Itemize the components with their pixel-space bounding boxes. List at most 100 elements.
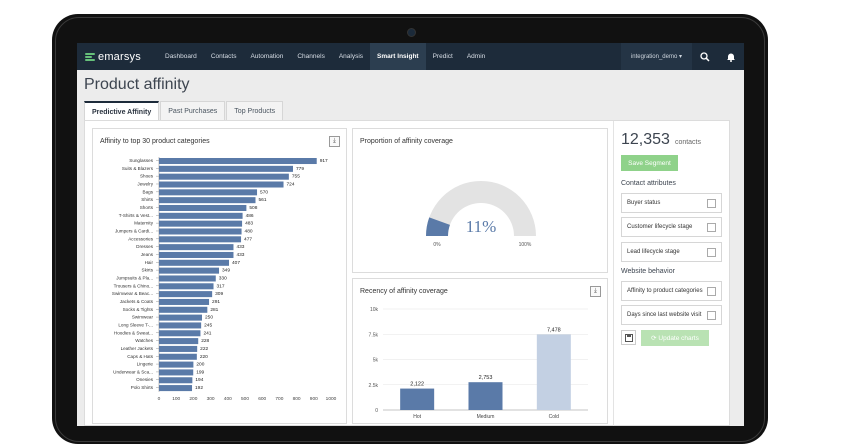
bar [468, 382, 503, 410]
y-tick-label: 10k [370, 307, 379, 313]
update-charts-button[interactable]: ⟳ Update charts [641, 330, 709, 346]
contact-attributes-heading: Contact attributes [621, 180, 676, 187]
nav-item-smart-insight[interactable]: Smart Insight [370, 43, 426, 70]
bar [400, 388, 435, 410]
attribute-lead-lifecycle[interactable]: Lead lifecycle stage [621, 242, 722, 262]
value-label: 508 [249, 205, 257, 211]
category-label: Hoodies & Sweat... [114, 330, 153, 335]
bar [159, 189, 258, 196]
checkbox[interactable] [707, 287, 716, 296]
bar [159, 173, 289, 180]
behavior-last-visit[interactable]: Days since last website visit [621, 305, 722, 325]
bar [159, 322, 202, 329]
tab-top-products[interactable]: Top Products [226, 101, 284, 121]
value-label: 194 [195, 377, 203, 383]
y-tick-label: 2.5k [369, 383, 379, 389]
attribute-buyer-status[interactable]: Buyer status [621, 193, 722, 213]
bar [159, 244, 234, 251]
category-label: Underwear & Sca... [113, 369, 153, 374]
brand-logo[interactable]: emarsys [77, 51, 158, 63]
nav-item-automation[interactable]: Automation [250, 53, 284, 60]
checkbox[interactable] [707, 199, 716, 208]
recency-panel-title: Recency of affinity coverage [360, 288, 448, 295]
nav-item-dashboard[interactable]: Dashboard [165, 53, 197, 60]
bar [159, 369, 194, 376]
behavior-affinity[interactable]: Affinity to product categories [621, 281, 722, 301]
behavior-label: Days since last website visit [627, 312, 702, 318]
top-navigation: emarsys Dashboard Contacts Automation Chann… [77, 43, 744, 70]
bell-icon[interactable] [718, 43, 744, 70]
value-label: 200 [196, 362, 204, 368]
gauge-max-label: 100% [519, 242, 532, 248]
download-icon[interactable]: ⤓ [329, 136, 340, 147]
value-label: 407 [232, 260, 240, 266]
value-label: 561 [258, 197, 266, 203]
checkbox[interactable] [707, 248, 716, 257]
bar [159, 197, 256, 204]
search-icon[interactable] [692, 43, 718, 70]
bar [159, 353, 197, 360]
attribute-customer-lifecycle[interactable]: Customer lifecycle stage [621, 217, 722, 237]
x-tick-label: Cold [549, 414, 560, 420]
category-label: Trousers & Chino... [114, 283, 153, 288]
value-label: 477 [244, 236, 252, 242]
bar [159, 330, 201, 337]
nav-item-admin[interactable]: Admin [466, 53, 486, 60]
value-label: 281 [210, 307, 218, 313]
x-tick-label: 0 [158, 396, 161, 402]
checkbox[interactable] [707, 311, 716, 320]
category-label: Sunglasses [129, 158, 153, 163]
contact-count-value: 12,353 [621, 131, 670, 148]
contact-count: 12,353 contacts [621, 131, 701, 149]
bar [159, 275, 216, 282]
value-label: 192 [195, 385, 203, 391]
nav-item-contacts[interactable]: Contacts [210, 53, 237, 60]
floppy-disk-icon[interactable] [621, 330, 636, 345]
value-label: 291 [212, 299, 220, 305]
tab-predictive-affinity[interactable]: Predictive Affinity [84, 101, 160, 122]
x-tick-label: 100 [172, 396, 180, 402]
bar [159, 158, 317, 165]
user-menu[interactable]: integration_demo ▾ [620, 43, 692, 70]
brand-name: emarsys [98, 50, 141, 63]
value-label: 433 [236, 252, 244, 258]
value-label: 7,478 [547, 327, 561, 333]
value-label: 433 [236, 244, 244, 250]
category-label: Jeans [141, 252, 154, 257]
checkbox[interactable] [707, 223, 716, 232]
bar [159, 345, 198, 352]
value-label: 483 [245, 221, 253, 227]
category-label: Long Sleeve T-... [118, 322, 153, 327]
y-tick-label: 7.5k [369, 332, 379, 338]
category-label: Shorts [140, 205, 154, 210]
bar [159, 267, 220, 274]
nav-item-predict[interactable]: Predict [432, 53, 453, 60]
value-label: 349 [222, 268, 230, 274]
category-label: Suits & Blazers [122, 166, 154, 171]
bar [159, 291, 213, 298]
value-label: 779 [296, 166, 304, 172]
category-label: Shirts [141, 197, 153, 202]
category-label: Socks & Tights [123, 307, 154, 312]
nav-item-analysis[interactable]: Analysis [338, 53, 364, 60]
download-icon[interactable]: ⤓ [590, 286, 601, 297]
bar [159, 361, 194, 368]
bar [159, 236, 242, 243]
bar [159, 165, 293, 172]
x-tick-label: 900 [310, 396, 318, 402]
save-segment-button[interactable]: Save Segment [621, 155, 678, 171]
recency-panel: Recency of affinity coverage ⤓ 0 2.5k 5k 7.… [352, 278, 608, 424]
category-label: Hair [145, 260, 154, 265]
tab-past-purchases[interactable]: Past Purchases [160, 101, 226, 121]
value-label: 2,753 [479, 375, 493, 381]
bar [159, 228, 242, 235]
nav-item-channels[interactable]: Channels [297, 53, 325, 60]
category-label: Swimwear [132, 315, 154, 320]
segment-sidebar: 12,353 contacts Save Segment Contact attr… [613, 121, 731, 426]
category-label: Bags [143, 189, 154, 194]
category-label: Jackets & Coats [120, 299, 154, 304]
bar [536, 334, 571, 410]
bar [159, 251, 234, 258]
bar [159, 212, 243, 219]
gauge-fill [426, 217, 450, 236]
